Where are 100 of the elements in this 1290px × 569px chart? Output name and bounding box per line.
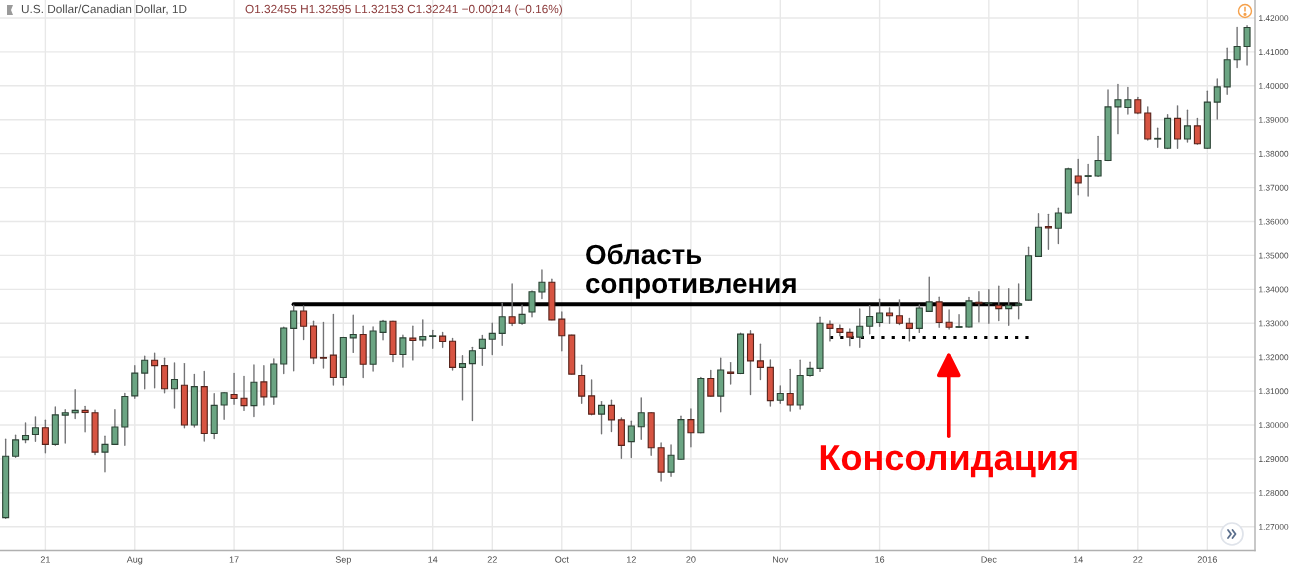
x-tick-label: 20 (686, 556, 696, 563)
candlestick (1154, 127, 1162, 148)
y-tick-label: 1.34000 (1259, 286, 1289, 293)
candlestick (538, 269, 546, 300)
candlestick (161, 357, 169, 394)
candlestick (588, 379, 596, 416)
candlestick (1054, 207, 1062, 245)
candlestick (329, 313, 337, 386)
y-tick-label: 1.27000 (1259, 523, 1289, 530)
y-tick-label: 1.36000 (1259, 218, 1289, 225)
candlestick (290, 304, 298, 372)
candlestick (31, 416, 39, 442)
candlestick (1005, 287, 1013, 326)
candlestick (478, 334, 486, 366)
x-tick-label: Nov (773, 556, 789, 563)
chart-subtitle: O1.32455 H1.32595 L1.32153 C1.32241 −0.00214 (−0.16%) (245, 4, 562, 16)
candlestick (707, 369, 715, 397)
y-tick-label: 1.31000 (1259, 388, 1289, 395)
candlestick (607, 399, 615, 433)
candlestick (945, 309, 953, 330)
candlestick (319, 321, 327, 369)
candlestick (866, 304, 874, 335)
candlestick (935, 296, 943, 329)
y-tick-label: 1.28000 (1259, 490, 1289, 496)
x-tick-label: 12 (626, 556, 636, 563)
y-tick-label: 1.33000 (1259, 320, 1289, 327)
candlestick (1044, 213, 1052, 250)
candlestick (458, 355, 467, 401)
y-tick-label: 1.40000 (1259, 83, 1289, 89)
y-tick-label: 1.38000 (1259, 150, 1289, 157)
candlestick (727, 361, 735, 385)
candlestick (250, 364, 258, 418)
candlestick (637, 397, 645, 440)
candlestick (498, 302, 506, 346)
candlestick (12, 434, 20, 458)
candlestick (578, 364, 586, 404)
candlestick (1183, 109, 1192, 143)
candlestick (111, 409, 119, 446)
annotation: Область сопротивления (586, 243, 796, 299)
candlestick (41, 419, 49, 454)
candlestick (488, 322, 496, 356)
candlestick (756, 343, 764, 381)
candlestick (687, 408, 695, 448)
candlestick (131, 364, 139, 399)
candlestick (508, 283, 516, 327)
candlestick (1074, 158, 1082, 196)
candlestick (71, 389, 79, 420)
candlestick (597, 400, 606, 435)
candlestick (846, 328, 854, 347)
candlestick (975, 291, 983, 323)
candlestick (1193, 117, 1201, 145)
candlestick (468, 346, 476, 422)
candlestick (518, 304, 526, 325)
candlestick (915, 304, 923, 334)
candlestick (667, 444, 675, 477)
candlestick (141, 355, 149, 390)
y-tick-label: 1.35000 (1259, 252, 1289, 259)
candlestick (895, 299, 903, 326)
candlestick (419, 319, 427, 347)
candlestick (905, 317, 913, 342)
candlestick (61, 409, 69, 444)
y-tick-label: 1.30000 (1259, 422, 1289, 429)
candlestick (1233, 26, 1241, 69)
x-tick-label: 14 (1073, 556, 1083, 563)
x-tick-label: Sep (335, 556, 351, 565)
x-tick-label: 17 (229, 556, 239, 563)
x-tick-label: 14 (428, 556, 438, 563)
candlestick (995, 285, 1003, 322)
candlestick (1243, 25, 1251, 66)
x-tick-label: 21 (40, 556, 50, 563)
candlestick (955, 314, 963, 329)
candlestick (1094, 135, 1102, 178)
candlestick (81, 405, 89, 433)
candlestick (1015, 283, 1023, 320)
candlestick (101, 435, 109, 473)
candlestick (826, 320, 834, 342)
x-tick-label: 16 (875, 556, 885, 563)
candlestick (260, 364, 268, 406)
candlestick (399, 334, 407, 368)
candlestick (786, 368, 794, 412)
y-tick-label: 1.32000 (1259, 354, 1289, 361)
candlestick (528, 290, 536, 318)
candlestick (379, 319, 387, 341)
x-tick-label: 22 (1133, 556, 1143, 563)
candlestick (409, 325, 417, 361)
candlestick (1124, 86, 1132, 115)
x-tick-label: Aug (126, 556, 143, 565)
x-tick-label: 2016 (1197, 556, 1217, 563)
candlestick (151, 352, 159, 389)
y-tick-label: 1.29000 (1259, 456, 1289, 463)
candlestick (876, 298, 884, 327)
chart-title: U.S. Dollar/Canadian Dollar, 1D (21, 4, 187, 15)
x-tick-label: Dec (981, 556, 997, 563)
annotation: Консолидация (820, 445, 1077, 478)
candlestick (1114, 83, 1122, 135)
candlestick (1084, 163, 1092, 197)
candlestick (558, 311, 566, 352)
candlestick (856, 308, 864, 349)
candlestick (1174, 105, 1182, 149)
candlestick (300, 305, 308, 341)
